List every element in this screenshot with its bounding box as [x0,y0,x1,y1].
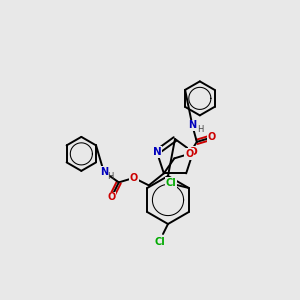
Text: Cl: Cl [165,178,176,188]
Text: Cl: Cl [154,237,165,247]
Text: O: O [189,147,197,157]
Text: H: H [106,172,113,182]
Text: H: H [197,125,203,134]
Text: O: O [185,149,194,159]
Text: N: N [100,167,108,177]
Text: O: O [208,132,216,142]
Text: N: N [188,120,196,130]
Text: N: N [153,147,161,157]
Text: O: O [130,173,138,183]
Text: O: O [107,192,116,203]
